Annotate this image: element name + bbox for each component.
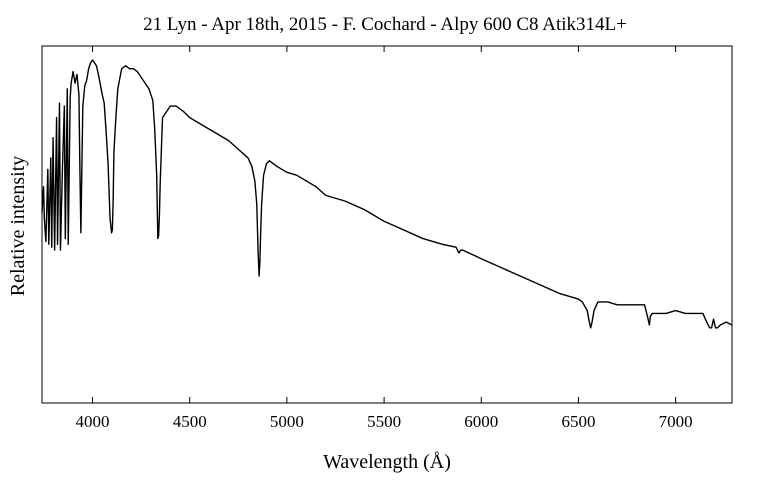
x-axis-label: Wavelength (Å): [323, 451, 451, 473]
x-tick-label: 6000: [464, 412, 498, 431]
x-tick-label: 4000: [76, 412, 110, 431]
spectrum-series-line: [41, 59, 733, 329]
plot-frame: [41, 45, 733, 404]
x-tick-label: 6500: [561, 412, 595, 431]
x-tick-label: 5500: [367, 412, 401, 431]
x-axis: 4000 4500 5000 5500 6000 6500 7000: [76, 46, 693, 431]
x-tick-label: 5000: [270, 412, 304, 431]
x-tick-label: 4500: [173, 412, 207, 431]
x-tick-label: 7000: [659, 412, 693, 431]
y-axis-label: Relative intensity: [7, 156, 29, 297]
chart-title: 21 Lyn - Apr 18th, 2015 - F. Cochard - A…: [143, 14, 627, 35]
